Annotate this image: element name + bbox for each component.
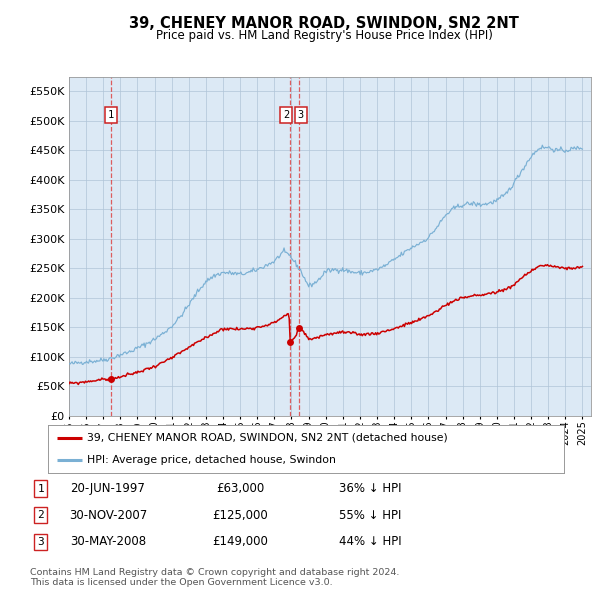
Text: HPI: Average price, detached house, Swindon: HPI: Average price, detached house, Swin… (86, 455, 335, 465)
Text: 55% ↓ HPI: 55% ↓ HPI (339, 509, 401, 522)
Text: 2: 2 (37, 510, 44, 520)
Text: £63,000: £63,000 (216, 482, 264, 495)
Text: 30-NOV-2007: 30-NOV-2007 (69, 509, 147, 522)
Text: 36% ↓ HPI: 36% ↓ HPI (339, 482, 401, 495)
Text: 44% ↓ HPI: 44% ↓ HPI (339, 535, 401, 548)
Text: Price paid vs. HM Land Registry's House Price Index (HPI): Price paid vs. HM Land Registry's House … (155, 29, 493, 42)
Text: 3: 3 (298, 110, 304, 120)
Text: 2: 2 (283, 110, 289, 120)
Text: 1: 1 (108, 110, 115, 120)
Text: 39, CHENEY MANOR ROAD, SWINDON, SN2 2NT: 39, CHENEY MANOR ROAD, SWINDON, SN2 2NT (129, 16, 519, 31)
Text: £125,000: £125,000 (212, 509, 268, 522)
Text: 39, CHENEY MANOR ROAD, SWINDON, SN2 2NT (detached house): 39, CHENEY MANOR ROAD, SWINDON, SN2 2NT … (86, 433, 448, 443)
Text: 1: 1 (37, 484, 44, 493)
Text: 20-JUN-1997: 20-JUN-1997 (71, 482, 145, 495)
Text: £149,000: £149,000 (212, 535, 268, 548)
Text: 30-MAY-2008: 30-MAY-2008 (70, 535, 146, 548)
Text: Contains HM Land Registry data © Crown copyright and database right 2024.
This d: Contains HM Land Registry data © Crown c… (30, 568, 400, 587)
Text: 3: 3 (37, 537, 44, 546)
